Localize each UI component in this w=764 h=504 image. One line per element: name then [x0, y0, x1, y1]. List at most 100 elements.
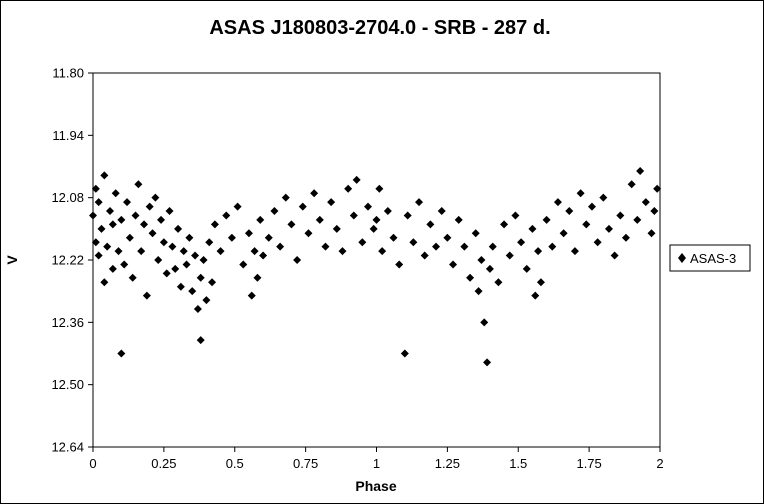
data-point	[281, 193, 290, 202]
data-point	[403, 211, 412, 220]
data-point	[443, 233, 452, 242]
y-axis-ticks: 11.80 11.94 12.08 12.22 12.36 12.50 12.64	[51, 66, 93, 455]
x-axis-label: Phase	[355, 478, 396, 494]
x-tick-label: 2	[656, 456, 663, 471]
data-point	[582, 220, 591, 229]
data-point	[621, 233, 630, 242]
data-point	[108, 264, 117, 273]
data-point	[202, 296, 211, 305]
x-axis-ticks: 0 0.25 0.5 0.75 1 1.25 1.5 1.75 2	[89, 447, 664, 471]
y-tick-label: 12.36	[51, 315, 84, 330]
data-point	[94, 251, 103, 260]
data-point	[372, 215, 381, 224]
data-point	[553, 198, 562, 207]
data-point	[270, 207, 279, 216]
data-point	[125, 233, 134, 242]
data-point	[653, 184, 662, 193]
data-point	[610, 251, 619, 260]
data-point	[176, 282, 185, 291]
data-point	[485, 264, 494, 273]
data-point	[216, 247, 225, 256]
data-point	[352, 175, 361, 184]
data-point	[432, 242, 441, 251]
data-point	[505, 251, 514, 260]
data-point	[174, 224, 183, 233]
data-point	[91, 238, 100, 247]
data-point	[528, 224, 537, 233]
data-point	[536, 278, 545, 287]
data-point	[188, 287, 197, 296]
data-point	[389, 233, 398, 242]
data-point	[259, 251, 268, 260]
data-point	[477, 256, 486, 264]
data-point	[123, 198, 132, 207]
data-point	[627, 180, 636, 189]
data-point	[196, 273, 205, 282]
y-tick-label: 11.80	[52, 66, 84, 81]
data-point	[315, 215, 324, 224]
data-point	[474, 287, 483, 296]
data-point	[205, 238, 214, 247]
data-point	[111, 189, 120, 198]
data-point	[358, 238, 367, 247]
data-point	[151, 193, 160, 202]
data-point	[310, 189, 319, 198]
data-point	[171, 264, 180, 273]
data-point	[570, 247, 579, 256]
legend-label: ASAS-3	[690, 251, 736, 266]
data-point	[511, 211, 520, 220]
data-point	[420, 251, 429, 260]
y-tick-label: 11.94	[52, 128, 84, 143]
data-point	[633, 215, 642, 224]
x-tick-label: 1.75	[576, 456, 601, 471]
data-point	[145, 202, 154, 211]
x-tick-label: 1	[373, 456, 380, 471]
data-point	[531, 291, 540, 300]
data-point	[100, 171, 109, 180]
data-point	[321, 242, 330, 251]
x-tick-label: 1.5	[509, 456, 527, 471]
data-points	[89, 166, 662, 367]
data-point	[233, 202, 242, 211]
data-point	[106, 207, 115, 216]
data-point	[383, 207, 392, 216]
data-point	[375, 184, 384, 193]
data-point	[599, 193, 608, 202]
data-point	[369, 224, 378, 233]
data-point	[576, 189, 585, 198]
data-point	[363, 202, 372, 211]
data-point	[488, 242, 497, 251]
data-point	[208, 278, 217, 287]
data-point	[483, 358, 492, 367]
data-point	[449, 260, 458, 269]
data-point	[227, 233, 236, 242]
data-point	[400, 349, 409, 358]
data-point	[182, 260, 191, 269]
data-point	[168, 242, 177, 251]
data-point	[191, 251, 200, 260]
data-point	[157, 215, 166, 224]
data-point	[179, 247, 188, 256]
data-point	[108, 220, 117, 229]
data-point	[222, 211, 231, 220]
data-point	[148, 229, 157, 238]
data-point	[437, 207, 446, 216]
data-point	[298, 202, 307, 211]
data-point	[378, 247, 387, 256]
data-point	[517, 238, 526, 247]
data-point	[293, 256, 302, 264]
x-tick-label: 0	[89, 456, 96, 471]
data-point	[100, 278, 109, 287]
data-point	[650, 207, 659, 216]
data-point	[636, 166, 645, 175]
data-point	[415, 198, 424, 207]
data-point	[466, 273, 475, 282]
data-point	[264, 233, 273, 242]
data-point	[332, 224, 341, 233]
x-tick-label: 1.25	[435, 456, 460, 471]
data-point	[239, 260, 248, 269]
chart-title: ASAS J180803-2704.0 - SRB - 287 d.	[209, 17, 550, 39]
data-point	[162, 269, 171, 278]
x-tick-label: 0.75	[293, 456, 318, 471]
